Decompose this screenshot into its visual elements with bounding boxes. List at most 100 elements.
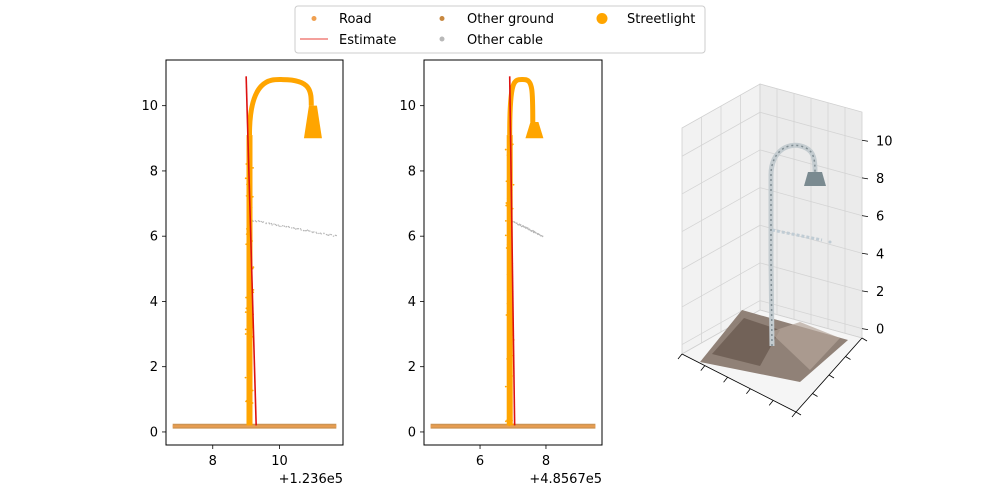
y-tick-3d <box>845 356 851 360</box>
legend-label-streetlight: Streetlight <box>627 12 695 27</box>
x-tick-3d <box>746 388 751 395</box>
cable-point <box>323 232 325 235</box>
streetlight-point <box>249 292 251 294</box>
streetlight-point <box>247 285 250 288</box>
streetlight-point <box>507 214 510 216</box>
streetlight-point <box>504 148 507 151</box>
streetlight-point <box>245 233 248 236</box>
z-tick <box>861 290 869 293</box>
streetlight-point <box>247 409 250 412</box>
streetlight-point <box>510 324 513 327</box>
streetlight-arm <box>507 77 536 136</box>
streetlight-point <box>504 385 507 388</box>
x-tick-3d <box>768 400 774 406</box>
streetlight-point <box>509 258 512 260</box>
streetlight-point <box>507 332 510 335</box>
streetlight-point <box>506 243 509 246</box>
y-tick-label: 2 <box>150 360 158 375</box>
panel-3-ticks <box>677 337 868 418</box>
streetlight-point <box>250 406 253 409</box>
streetlight-point <box>505 247 508 249</box>
streetlight-point <box>504 234 507 237</box>
cable-point <box>325 233 328 236</box>
cable-point <box>535 232 537 234</box>
cable-point <box>525 227 527 229</box>
streetlight-point <box>248 278 250 281</box>
cable-point <box>520 225 523 228</box>
cable-point <box>302 229 305 232</box>
streetlight-point <box>244 177 247 180</box>
y-tick-label: 8 <box>150 164 158 179</box>
cable-point <box>271 224 273 226</box>
streetlight-point <box>249 415 252 418</box>
y-tick-label: 8 <box>408 164 416 179</box>
estimate-line <box>508 76 516 426</box>
y-tick-label: 0 <box>150 425 158 440</box>
x-axis-3d <box>681 353 797 413</box>
cable-point <box>293 227 295 229</box>
z-tick-label: 2 <box>876 285 884 300</box>
streetlight-point <box>505 314 508 316</box>
cable-point <box>320 233 322 235</box>
x-tick-3d <box>700 365 706 371</box>
cable-point <box>309 230 311 232</box>
x-tick-label: 8 <box>209 454 217 469</box>
cable-point <box>539 234 541 236</box>
cable-point <box>260 220 263 223</box>
streetlight-point <box>506 358 509 360</box>
streetlight-pole <box>506 135 513 426</box>
z-tick <box>861 215 869 217</box>
legend-label-estimate: Estimate <box>339 33 396 48</box>
streetlight-point <box>251 195 254 198</box>
y-tick-3d <box>828 374 835 379</box>
streetlight-point <box>506 289 509 292</box>
streetlight-point <box>244 311 247 314</box>
legend-marker-other-ground <box>439 16 445 21</box>
plot-panel-3d: 0 2 4 6 8 10 <box>677 83 893 418</box>
streetlight-point <box>249 142 251 144</box>
streetlight-3d-pole-texture <box>770 144 816 347</box>
streetlight-point <box>511 375 513 377</box>
streetlight-point <box>244 333 247 335</box>
streetlight-point <box>508 172 510 175</box>
cable-point <box>313 231 315 233</box>
x-tick-label: 10 <box>271 454 288 469</box>
legend-label-other-ground: Other ground <box>467 12 554 27</box>
streetlight-point <box>249 164 251 167</box>
y-tick-3d <box>795 411 802 416</box>
cable-point <box>517 223 519 226</box>
cable-point <box>270 222 273 225</box>
cable-point <box>528 228 531 230</box>
cable-point <box>532 231 535 234</box>
x-tick-3d <box>677 353 683 360</box>
streetlight-point <box>506 154 509 157</box>
streetlight-point <box>506 311 509 314</box>
streetlight-point <box>245 296 247 299</box>
cable-point <box>291 227 293 229</box>
streetlight-point <box>510 354 513 357</box>
streetlight-point <box>245 227 248 230</box>
streetlight-point <box>245 243 248 246</box>
cable-point <box>262 221 265 223</box>
streetlight-point <box>252 266 255 269</box>
z-tick-label: 0 <box>876 323 884 338</box>
streetlight-point <box>507 261 509 264</box>
panel-1-marks <box>172 76 338 429</box>
streetlight-point <box>504 420 507 423</box>
cable-point <box>278 225 280 227</box>
streetlight-point <box>504 219 507 222</box>
streetlight-point <box>246 357 249 360</box>
streetlight-point <box>247 271 250 273</box>
streetlight-point <box>247 235 250 237</box>
cable-point <box>280 225 282 228</box>
streetlight-point <box>249 371 252 373</box>
cable-point <box>254 220 257 222</box>
y-tick-3d <box>861 337 868 342</box>
cable-point <box>283 225 286 227</box>
streetlight-point <box>507 386 510 389</box>
cable-point <box>530 230 533 232</box>
streetlight-point <box>507 148 510 151</box>
streetlight-point <box>244 328 247 331</box>
estimate-line <box>245 76 257 426</box>
